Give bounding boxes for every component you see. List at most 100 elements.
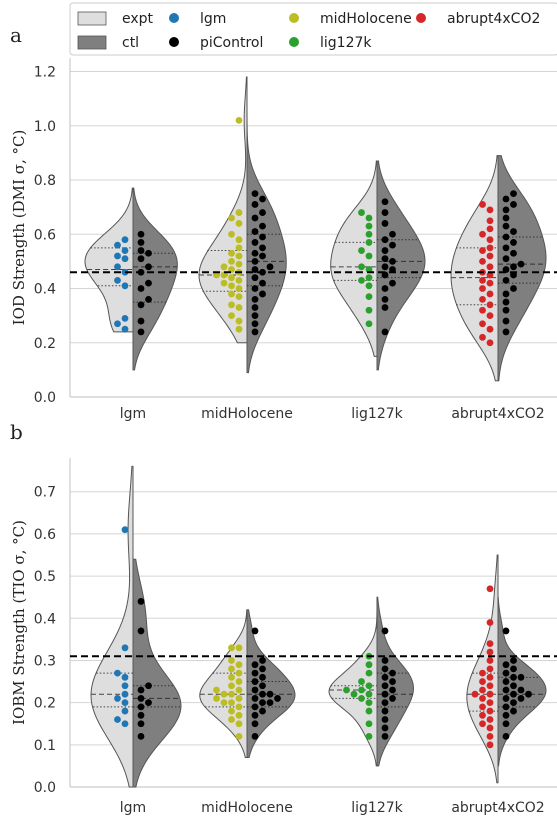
violin-expt-half [199, 609, 248, 758]
expt-point-lgm [121, 314, 129, 322]
expt-point-abrupt4xCO2 [479, 695, 486, 702]
ctl-point-piControl [510, 285, 517, 292]
legend-dot-piControl [169, 37, 179, 47]
ctl-point-piControl [389, 695, 396, 702]
expt-point-abrupt4xCO2 [479, 320, 486, 328]
ctl-point-piControl [137, 720, 145, 728]
ctl-point-piControl [502, 627, 510, 635]
ctl-point-piControl [510, 228, 517, 235]
ctl-point-piControl [502, 195, 510, 203]
ctl-point-piControl [251, 304, 259, 311]
expt-point-midHolocene [235, 220, 243, 227]
ctl-point-piControl [251, 312, 259, 320]
expt-point-midHolocene [235, 276, 243, 284]
expt-point-lgm [121, 682, 129, 690]
ctl-point-piControl [389, 258, 396, 265]
expt-point-midHolocene [235, 644, 243, 652]
ctl-point-piControl [502, 678, 510, 685]
panel-label-b: b [10, 420, 23, 444]
expt-point-lgm [121, 690, 129, 698]
ctl-point-piControl [251, 285, 259, 292]
violin-expt-half [330, 160, 378, 357]
expt-point-abrupt4xCO2 [479, 686, 486, 694]
expt-point-abrupt4xCO2 [479, 258, 486, 265]
ctl-point-piControl [266, 699, 274, 707]
violin-expt-half [450, 155, 499, 382]
expt-point-lgm [121, 247, 129, 254]
ctl-point-piControl [502, 669, 510, 677]
expt-point-lgm [114, 669, 121, 677]
expt-point-midHolocene [220, 271, 228, 279]
ctl-point-piControl [502, 661, 510, 669]
x-tick-label-abrupt4xCO2: abrupt4xCO2 [451, 406, 544, 422]
expt-point-lig127k [365, 699, 373, 707]
ctl-point-piControl [251, 320, 259, 328]
ctl-point-piControl [259, 707, 266, 715]
expt-point-midHolocene [228, 707, 235, 715]
ctl-point-piControl [259, 673, 266, 681]
expt-point-midHolocene [235, 686, 243, 694]
y-axis-label: IOBM Strength (TIO σ, °C) [10, 520, 28, 725]
ctl-point-piControl [502, 214, 510, 222]
ctl-point-piControl [381, 247, 389, 254]
ctl-point-piControl [259, 690, 266, 698]
ctl-point-piControl [502, 233, 510, 241]
expt-point-lig127k [365, 266, 373, 273]
expt-point-lgm [114, 252, 121, 260]
ctl-point-piControl [259, 244, 266, 252]
expt-point-abrupt4xCO2 [486, 724, 494, 732]
expt-point-lig127k [358, 686, 365, 694]
expt-point-midHolocene [235, 244, 243, 252]
ctl-point-piControl [251, 678, 259, 685]
ctl-point-piControl [510, 690, 517, 698]
expt-point-midHolocene [228, 214, 235, 222]
expt-point-midHolocene [235, 695, 243, 702]
ctl-point-piControl [251, 239, 259, 246]
ctl-point-piControl [251, 249, 259, 257]
ctl-point-piControl [251, 228, 259, 235]
x-tick-label-midHolocene: midHolocene [201, 406, 293, 422]
expt-point-abrupt4xCO2 [486, 279, 494, 287]
expt-point-abrupt4xCO2 [486, 741, 494, 749]
expt-point-midHolocene [213, 695, 220, 702]
expt-point-lig127k [350, 690, 358, 698]
panel-a-iod-chart: 0.0 0.2 0.4 0.6 0.8 1.0 1.2 IOD Strength (DMI σ… [10, 58, 557, 422]
ctl-point-piControl [502, 206, 510, 214]
expt-point-midHolocene [228, 290, 235, 298]
ctl-point-piControl [389, 241, 396, 249]
expt-point-abrupt4xCO2 [486, 585, 494, 593]
expt-point-lgm [121, 673, 129, 681]
ctl-point-piControl [259, 233, 266, 241]
violin-ctl-half [246, 76, 287, 374]
ctl-point-piControl [381, 209, 389, 216]
ctl-point-piControl [381, 255, 389, 263]
legend-label-abrupt4xCO2: abrupt4xCO2 [447, 11, 540, 27]
expt-point-midHolocene [228, 274, 235, 282]
ctl-point-piControl [502, 255, 510, 263]
x-tick-label-lig127k: lig127k [351, 406, 403, 422]
ctl-point-piControl [381, 673, 389, 681]
ctl-point-piControl [137, 703, 145, 711]
expt-point-abrupt4xCO2 [486, 236, 494, 244]
expt-point-lig127k [365, 222, 373, 230]
expt-point-abrupt4xCO2 [486, 301, 494, 309]
ctl-point-piControl [502, 328, 510, 336]
ctl-point-piControl [510, 665, 517, 673]
expt-point-lig127k [365, 230, 373, 238]
legend-frame [69, 2, 557, 56]
expt-point-midHolocene [235, 304, 243, 311]
expt-point-midHolocene [220, 699, 228, 707]
ctl-point-piControl [381, 220, 389, 227]
ctl-point-piControl [274, 695, 281, 702]
ctl-point-piControl [502, 686, 510, 694]
expt-point-midHolocene [235, 678, 243, 685]
expt-point-abrupt4xCO2 [486, 640, 494, 647]
x-tick-label-lig127k: lig127k [351, 800, 403, 816]
y-tick-label: 0.3 [34, 653, 56, 669]
ctl-point-piControl [137, 317, 145, 325]
ctl-point-piControl [137, 328, 145, 336]
ctl-point-piControl [510, 682, 517, 690]
expt-point-lgm [121, 644, 129, 652]
ctl-point-piControl [145, 682, 152, 690]
violin-ctl-half [497, 155, 547, 382]
